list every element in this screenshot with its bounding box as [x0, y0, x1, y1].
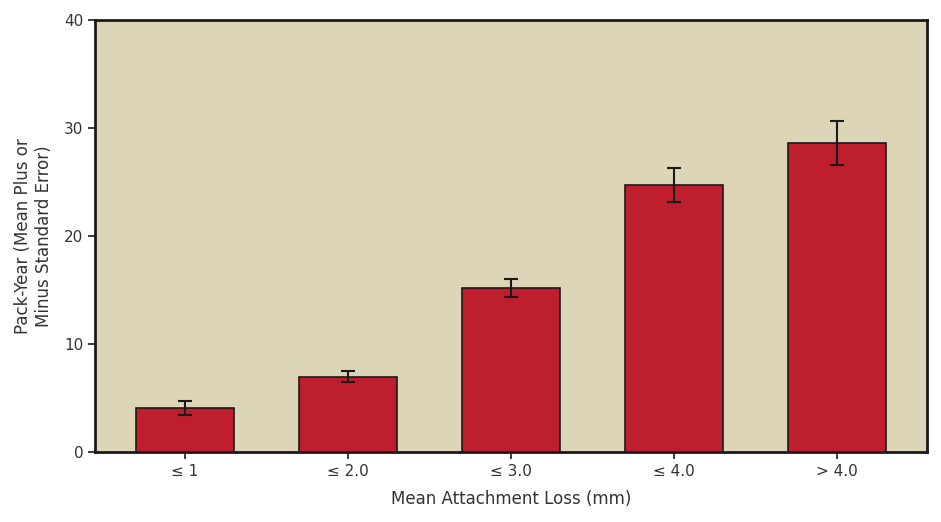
- X-axis label: Mean Attachment Loss (mm): Mean Attachment Loss (mm): [391, 490, 631, 508]
- Y-axis label: Pack-Year (Mean Plus or
Minus Standard Error): Pack-Year (Mean Plus or Minus Standard E…: [14, 138, 53, 334]
- Bar: [625, 185, 723, 452]
- Bar: [136, 408, 233, 452]
- Bar: [462, 288, 560, 452]
- Bar: [299, 376, 397, 452]
- Bar: [789, 143, 886, 452]
